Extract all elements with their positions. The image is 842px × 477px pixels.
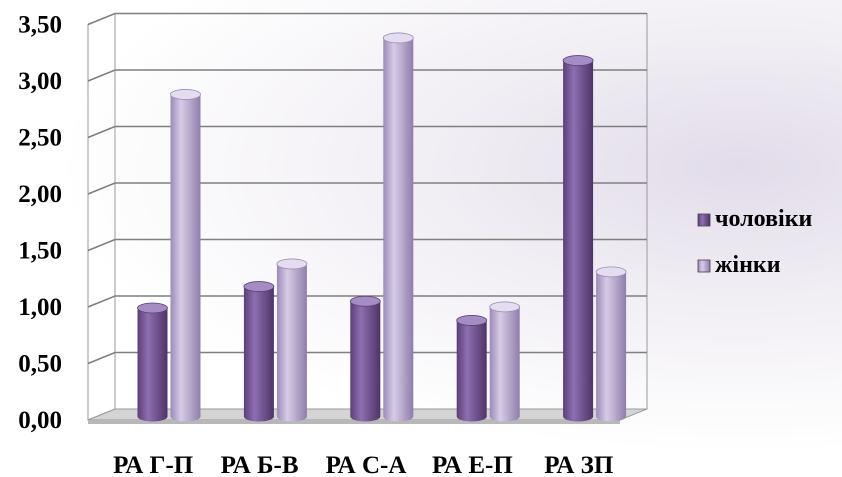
bar-body: [243, 286, 274, 422]
bars: [137, 32, 627, 422]
bar-body: [596, 271, 627, 422]
gridline: [87, 125, 647, 139]
bar: [489, 301, 521, 422]
legend-item: чоловіки: [697, 206, 813, 232]
y-tick-label: 1,50: [18, 238, 62, 265]
bar: [276, 258, 308, 422]
x-tick-label: РА ЗП: [544, 452, 613, 477]
gridline: [87, 69, 647, 82]
y-tick-label: 0,00: [18, 407, 62, 434]
bar: [349, 295, 381, 422]
bar-top: [349, 295, 381, 307]
y-tick-label: 2,00: [18, 181, 62, 208]
bar-body: [170, 94, 201, 422]
legend: чоловіки жінки: [697, 206, 813, 278]
y-tick-label: 0,50: [18, 351, 62, 378]
bar: [243, 281, 275, 422]
x-axis-labels: РА Г-П РА Б-В РА С-А РА Е-П РА ЗП: [113, 452, 613, 477]
bar: [595, 266, 627, 422]
x-tick-label: РА Г-П: [113, 452, 193, 477]
bar-top: [456, 315, 488, 326]
side-wall: [87, 12, 116, 421]
bar-top: [137, 302, 168, 314]
bar-body: [456, 320, 487, 422]
gridlines: [87, 12, 647, 365]
bar-top: [595, 266, 627, 278]
gridline: [87, 12, 647, 26]
bar-top: [276, 258, 308, 270]
floor-edge: [88, 420, 620, 424]
bar-body: [563, 60, 594, 422]
bar: [382, 32, 414, 422]
gridline: [87, 238, 647, 252]
gridline: [87, 182, 647, 195]
bar-top: [243, 281, 275, 292]
x-tick-label: РА Б-В: [221, 452, 299, 477]
legend-label: чоловіки: [715, 206, 813, 232]
bar: [562, 55, 594, 422]
legend-swatch: [697, 259, 711, 273]
bar: [137, 302, 168, 422]
legend-swatch: [697, 213, 711, 227]
bar-top: [170, 89, 201, 100]
bar-body: [489, 306, 520, 422]
y-tick-label: 3,00: [18, 68, 62, 95]
bar-top: [489, 301, 521, 313]
legend-label: жінки: [715, 252, 781, 278]
y-axis-labels: 0,00 0,50 1,00 1,50 2,00 2,50 3,00 3,50: [18, 12, 62, 435]
bar-body: [383, 37, 414, 422]
bar-body: [350, 301, 381, 422]
bar-body: [137, 308, 168, 422]
y-tick-label: 1,00: [18, 294, 62, 321]
bar: [170, 89, 201, 422]
x-tick-label: РА С-А: [326, 452, 407, 477]
legend-item: жінки: [697, 252, 781, 278]
bar-top: [562, 55, 594, 66]
y-tick-label: 2,50: [18, 125, 62, 152]
y-tick-label: 3,50: [18, 12, 62, 39]
x-tick-label: РА Е-П: [432, 452, 513, 477]
bar-top: [382, 32, 414, 44]
gridline: [87, 295, 647, 308]
bar-body: [276, 263, 307, 422]
bar: [456, 315, 488, 422]
